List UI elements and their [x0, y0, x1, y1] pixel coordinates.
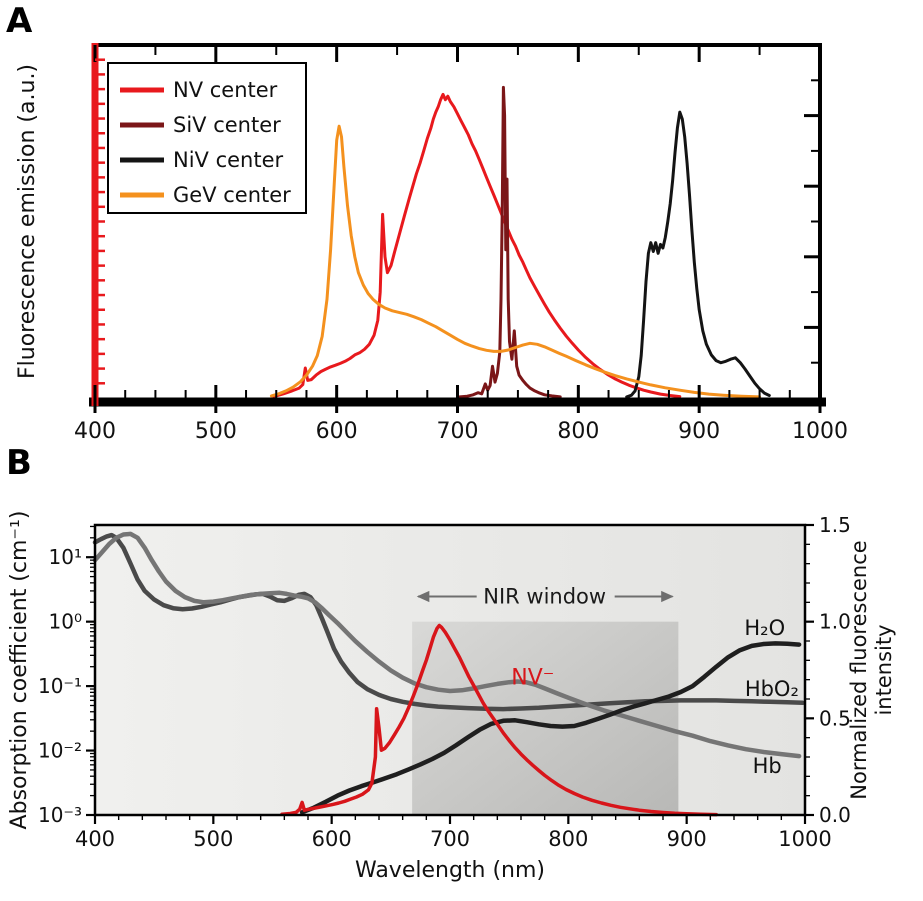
- x-tick-label-a: 500: [195, 419, 237, 444]
- series-nv-minus: [280, 623, 719, 817]
- right-ticks-a: [804, 43, 820, 364]
- series-gev: [269, 124, 762, 399]
- legend-label-gev: GeV center: [173, 183, 291, 207]
- panel-a-letter: A: [6, 1, 33, 41]
- nv-minus-label: NV⁻: [511, 666, 554, 691]
- left-ticks-b: 10⁻³ 10⁻² 10⁻¹ 10⁰ 10¹: [38, 525, 95, 827]
- right-tick-label-b: 1.0: [819, 610, 851, 634]
- panel-b-letter: B: [6, 443, 32, 483]
- x-tick-label-b: 700: [430, 827, 470, 851]
- series-hbo2: [92, 532, 805, 712]
- right-tick-label-b: 1.5: [819, 513, 851, 537]
- x-ticks-b: 400 500 600 700 800 900 1000: [75, 815, 832, 851]
- left-tick-label-b: 10⁰: [49, 610, 82, 634]
- left-ticks-a: [95, 58, 105, 385]
- x-tick-label-b: 800: [548, 827, 588, 851]
- left-tick-label-b: 10¹: [49, 545, 82, 569]
- series-hb: [92, 531, 802, 759]
- left-tick-label-b: 10⁻²: [38, 739, 82, 763]
- legend-label-siv: SiV center: [173, 113, 281, 137]
- x-tick-label-a: 600: [316, 419, 358, 444]
- x-tick-label-a: 900: [678, 419, 720, 444]
- x-tick-label-a: 400: [74, 419, 116, 444]
- x-tick-label-b: 600: [312, 827, 352, 851]
- series-nv: [272, 92, 682, 399]
- legend-label-nv: NV center: [173, 78, 278, 102]
- h2o-label: H₂O: [744, 616, 785, 640]
- panel-a-ylabel: Fluorescence emission (a.u.): [15, 64, 40, 379]
- series-h2o: [299, 641, 802, 815]
- hbo2-label: HbO₂: [745, 677, 799, 701]
- right-ticks-b: 0.0 0.5 1.0 1.5: [805, 513, 851, 827]
- panel-b-ylabel-right-1: Normalized fluorescence: [847, 540, 871, 799]
- panel-b-ylabel-right-2: intensity: [872, 624, 896, 715]
- x-tick-label-a: 700: [437, 419, 479, 444]
- x-tick-label-b: 500: [193, 827, 233, 851]
- x-tick-label-b: 1000: [778, 827, 831, 851]
- right-tick-label-b: 0.5: [819, 706, 851, 730]
- x-tick-label-b: 400: [75, 827, 115, 851]
- nir-window-label: NIR window: [483, 585, 606, 609]
- series-niv: [625, 110, 771, 399]
- legend-a: NV center SiV center NiV center GeV center: [107, 62, 307, 214]
- panel-b: 400 500 600 700 800 900 1000 10⁻³ 10⁻² 10⁻¹ 10⁰ 10¹…: [7, 511, 896, 883]
- x-tick-label-a: 1000: [792, 419, 848, 444]
- x-tick-label-b: 900: [667, 827, 707, 851]
- right-tick-label-b: 0.0: [819, 803, 851, 827]
- x-tick-label-a: 800: [557, 419, 599, 444]
- panel-b-xlabel: Wavelength (nm): [355, 858, 545, 883]
- series-siv: [458, 85, 562, 399]
- panel-b-ylabel-left: Absorption coefficient (cm⁻¹): [7, 511, 32, 830]
- legend-label-niv: NiV center: [173, 148, 284, 172]
- x-ticks-a: 400 500 600 700 800 900 1000: [74, 45, 848, 444]
- left-tick-label-b: 10⁻¹: [38, 674, 82, 698]
- hb-label: Hb: [753, 754, 782, 778]
- left-tick-label-b: 10⁻³: [38, 803, 82, 827]
- panel-a: 400 500 600 700 800 900 1000 Fluorescence emiss…: [15, 43, 848, 444]
